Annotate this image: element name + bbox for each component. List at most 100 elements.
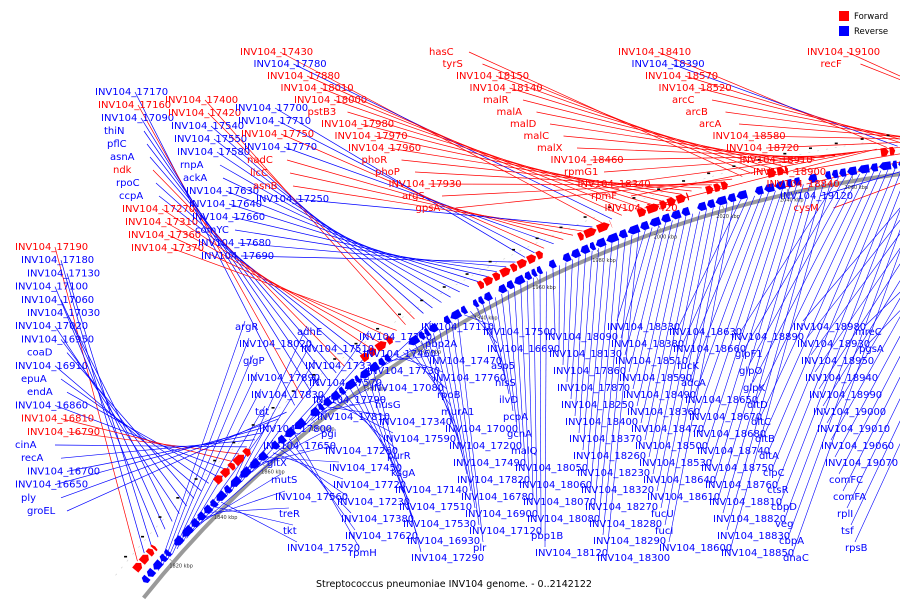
tick-labels-layer: 1820 kbp 1840 kbp 1860 kbp 1880 kbp 1900 kbp… [169, 176, 869, 570]
gene-label: ply [21, 493, 36, 504]
site-marker [657, 188, 661, 190]
forward-gene-arrow [219, 467, 230, 478]
reverse-gene-arrow [159, 553, 169, 562]
gene-leader-line [606, 232, 639, 553]
reverse-gene-arrow [338, 386, 347, 395]
gene-leader-line [620, 227, 653, 339]
reverse-gene-arrow [661, 213, 672, 223]
gene-label: INV104_18850 [721, 548, 794, 559]
site-marker [354, 342, 358, 345]
reverse-gene-arrow [360, 368, 372, 379]
gene-leader-line [725, 111, 900, 137]
gene-label: INV104_17980 [321, 119, 394, 130]
gene-leader-line [624, 225, 660, 356]
gene-leader-line [566, 259, 573, 383]
reverse-gene-arrow [764, 183, 775, 193]
gene-label: ackA [183, 173, 207, 184]
tick-label: 2020 kbp [716, 214, 740, 220]
site-marker [333, 358, 337, 360]
gene-label: INV104_17750 [241, 129, 314, 140]
gene-label: INV104_16860 [15, 400, 88, 411]
gene-label: INV104_17720 [333, 480, 406, 491]
legend-reverse-label: Reverse [854, 27, 888, 37]
forward-gene-arrow [367, 347, 377, 357]
gene-leader-line [819, 171, 900, 197]
reverse-gene-arrow [230, 475, 243, 487]
gene-label: rpoC [116, 178, 140, 189]
gene-label: purR [387, 451, 411, 462]
gene-leader-line [289, 172, 574, 236]
gene-leader-line [660, 205, 721, 509]
tick-label: 2060 kbp [845, 185, 869, 191]
reverse-gene-arrow [182, 524, 195, 537]
site-marker [559, 226, 563, 229]
gene-label: pflC [107, 139, 127, 150]
gene-leader-line [347, 111, 652, 205]
gene-leader-line [54, 286, 159, 538]
gene-label: recF [821, 59, 843, 70]
gene-label: groEL [27, 506, 56, 517]
gene-label: cinA [15, 440, 37, 451]
tick-mark [722, 205, 724, 209]
gene-label: INV104_18590 [619, 373, 692, 384]
gene-label: INV104_18060 [519, 480, 592, 491]
gene-label: ilvD [499, 395, 518, 406]
reverse-gene-arrow [548, 259, 557, 269]
gene-leader-line [167, 354, 254, 560]
gene-label: gpsA [416, 203, 441, 214]
gene-label: INV104_18570 [645, 71, 718, 82]
gene-label: INV104_17420 [168, 108, 241, 119]
gene-leader-line [146, 143, 329, 380]
gene-label: glpK [743, 383, 765, 394]
reverse-gene-arrow [240, 466, 253, 478]
gene-leader-line [578, 250, 593, 434]
gene-leader-line [262, 444, 336, 463]
forward-gene-arrow [636, 207, 647, 218]
gene-leader-line [230, 342, 312, 493]
gene-leader-line [806, 219, 900, 339]
reverse-gene-arrow [878, 161, 892, 171]
reverse-gene-arrow [562, 252, 572, 262]
gene-label: INV104_17270 [122, 204, 195, 215]
gene-leader-line [814, 247, 900, 373]
gene-label: INV104_18130 [549, 349, 622, 360]
gene-leader-line [140, 117, 312, 393]
gene-leader-line [164, 221, 380, 343]
gene-label: INV104_18910 [740, 155, 813, 166]
gene-label: INV104_18300 [597, 553, 670, 564]
forward-gene-arrow [713, 183, 721, 193]
gene-leader-line [427, 336, 464, 458]
gene-leader-line [409, 348, 452, 407]
gene-label: INV104_19060 [821, 441, 894, 452]
reverse-gene-arrow [216, 490, 228, 501]
gene-label: INV104_18290 [593, 536, 666, 547]
gene-label: INV104_17060 [21, 295, 94, 306]
gene-label: INV104_16790 [27, 427, 100, 438]
reverse-gene-arrow [640, 220, 650, 231]
gene-leader-line [274, 107, 526, 258]
gene-label: gltX [267, 458, 287, 469]
gene-leader-line [544, 271, 547, 548]
forward-gene-arrow [577, 232, 584, 241]
reverse-gene-arrow [514, 274, 526, 285]
gene-leader-line [54, 365, 202, 492]
forward-gene-arrow [476, 280, 485, 290]
reverse-gene-arrow [443, 315, 452, 325]
gene-label: INV104_18380 [611, 339, 684, 350]
gene-label: INV104_18830 [717, 531, 790, 542]
forward-gene-arrow [145, 548, 155, 557]
gene-label: gcnA [507, 429, 532, 440]
gene-label: INV104_17530 [403, 519, 476, 530]
gene-label: INV104_17400 [165, 95, 238, 106]
reverse-gene-arrow [736, 189, 748, 200]
tick-label: 1980 kbp [592, 258, 616, 264]
gene-label: INV104_17760 [433, 373, 506, 384]
gene-leader-line [66, 273, 152, 546]
gene-label: ndk [113, 165, 132, 176]
gene-label: INV104_17290 [411, 553, 484, 564]
gene-label: INV104_18940 [805, 373, 878, 384]
forward-gene-arrow [685, 192, 690, 201]
gene-leader-line [222, 177, 460, 293]
forward-gene-arrow [385, 335, 393, 345]
gene-label: INV104_16930 [407, 536, 480, 547]
